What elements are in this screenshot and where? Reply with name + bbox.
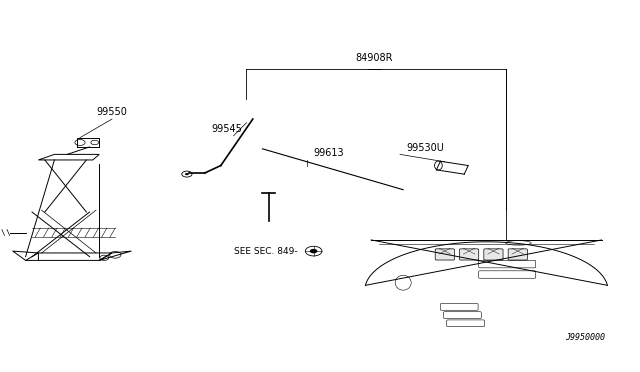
Text: SEE SEC. 849-: SEE SEC. 849- [234, 247, 297, 256]
FancyBboxPatch shape [435, 249, 454, 260]
Text: J9950000: J9950000 [564, 333, 605, 342]
Text: 99545: 99545 [212, 124, 243, 134]
Circle shape [310, 249, 317, 253]
FancyBboxPatch shape [508, 249, 527, 260]
FancyBboxPatch shape [460, 249, 479, 260]
Text: 84908R: 84908R [356, 53, 393, 63]
Text: 99613: 99613 [314, 148, 344, 158]
Text: 99550: 99550 [97, 107, 127, 117]
Circle shape [185, 173, 189, 175]
FancyBboxPatch shape [484, 249, 503, 260]
Text: 99530U: 99530U [406, 142, 444, 153]
